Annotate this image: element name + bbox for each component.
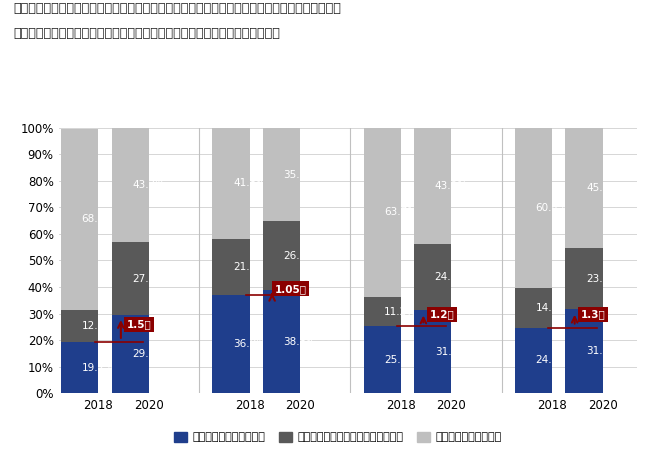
Text: 14.9%: 14.9% bbox=[536, 303, 569, 313]
Text: 31.3%: 31.3% bbox=[435, 346, 468, 356]
Text: 26.0%: 26.0% bbox=[283, 251, 317, 261]
Bar bbox=[363, 297, 401, 326]
Text: 29.6%: 29.6% bbox=[132, 349, 165, 359]
Text: 25.1%: 25.1% bbox=[384, 355, 417, 365]
Text: 27.2%: 27.2% bbox=[132, 273, 165, 283]
Bar bbox=[515, 128, 552, 288]
Text: 43.2%: 43.2% bbox=[132, 180, 165, 190]
Text: 60.4%: 60.4% bbox=[536, 203, 569, 213]
Text: 「アドフラウド」「ビューアビリティ」といったキーワードをご存知ですか？: 「アドフラウド」「ビューアビリティ」といったキーワードをご存知ですか？ bbox=[13, 27, 280, 39]
Text: 1.3倍: 1.3倍 bbox=[581, 309, 606, 319]
Text: 23.1%: 23.1% bbox=[586, 274, 619, 284]
Bar bbox=[263, 290, 300, 393]
Text: 41.8%: 41.8% bbox=[233, 178, 266, 188]
Bar bbox=[414, 310, 451, 393]
Bar bbox=[363, 128, 401, 297]
Bar bbox=[61, 310, 98, 342]
Bar bbox=[414, 244, 451, 310]
Bar bbox=[263, 221, 300, 290]
Text: 63.7%: 63.7% bbox=[384, 207, 417, 218]
Text: 11.2%: 11.2% bbox=[384, 307, 417, 317]
Bar bbox=[566, 248, 603, 309]
Bar bbox=[61, 342, 98, 393]
Text: 12.2%: 12.2% bbox=[82, 321, 115, 331]
Bar bbox=[213, 296, 250, 393]
Text: 31.6%: 31.6% bbox=[586, 346, 619, 356]
Bar bbox=[566, 128, 603, 248]
Text: 45.4%: 45.4% bbox=[586, 183, 619, 193]
Text: 1.2倍: 1.2倍 bbox=[430, 309, 454, 319]
Text: 24.8%: 24.8% bbox=[435, 272, 468, 282]
Legend: 名称も内容も知っている, 名称は知っているが内容は知らない, 名称も内容も知らない: 名称も内容も知っている, 名称は知っているが内容は知らない, 名称も内容も知らな… bbox=[170, 427, 506, 447]
Bar bbox=[112, 243, 149, 314]
Text: 68.2%: 68.2% bbox=[82, 214, 115, 224]
Text: 24.6%: 24.6% bbox=[536, 356, 569, 366]
Text: 1.5倍: 1.5倍 bbox=[127, 319, 152, 329]
Bar bbox=[263, 128, 300, 221]
Text: あなたは、デジタル広告配信における「アドベリフィケーション」や、「ブランドセーフティ」: あなたは、デジタル広告配信における「アドベリフィケーション」や、「ブランドセーフ… bbox=[13, 2, 341, 15]
Text: 35.2%: 35.2% bbox=[283, 170, 317, 180]
Text: 36.8%: 36.8% bbox=[233, 339, 266, 349]
Bar bbox=[515, 288, 552, 328]
Text: 21.4%: 21.4% bbox=[233, 262, 266, 272]
Bar bbox=[61, 129, 98, 310]
Bar bbox=[213, 128, 250, 239]
Text: 1.05倍: 1.05倍 bbox=[275, 284, 307, 294]
Bar bbox=[515, 328, 552, 393]
Text: 19.2%: 19.2% bbox=[82, 362, 115, 372]
Text: 43.9%: 43.9% bbox=[435, 181, 468, 191]
Bar bbox=[566, 309, 603, 393]
Text: 38.8%: 38.8% bbox=[283, 337, 317, 346]
Bar bbox=[363, 326, 401, 393]
Bar bbox=[112, 128, 149, 243]
Bar bbox=[213, 239, 250, 296]
Bar bbox=[414, 128, 451, 244]
Bar bbox=[112, 314, 149, 393]
